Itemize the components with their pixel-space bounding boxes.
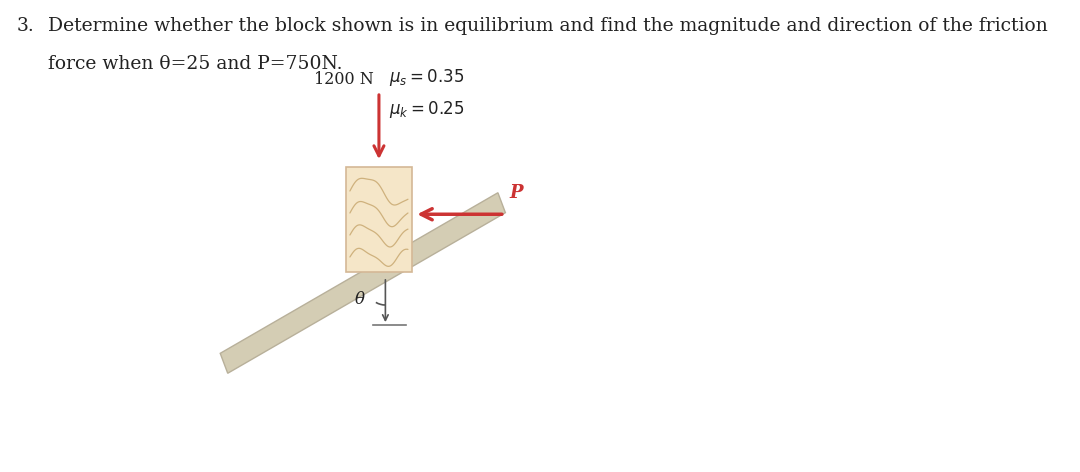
Text: θ: θ bbox=[354, 290, 365, 307]
Text: P: P bbox=[510, 184, 523, 202]
Polygon shape bbox=[220, 193, 505, 373]
Text: Determine whether the block shown is in equilibrium and find the magnitude and d: Determine whether the block shown is in … bbox=[49, 17, 1048, 35]
Text: 3.: 3. bbox=[16, 17, 33, 35]
Bar bbox=[346, 167, 411, 272]
Text: $\mu_s = 0.35$: $\mu_s = 0.35$ bbox=[389, 67, 464, 88]
Text: force when θ=25 and P=750N.: force when θ=25 and P=750N. bbox=[49, 55, 342, 73]
Text: $\mu_k = 0.25$: $\mu_k = 0.25$ bbox=[389, 99, 463, 120]
Text: 1200 N: 1200 N bbox=[313, 71, 374, 88]
